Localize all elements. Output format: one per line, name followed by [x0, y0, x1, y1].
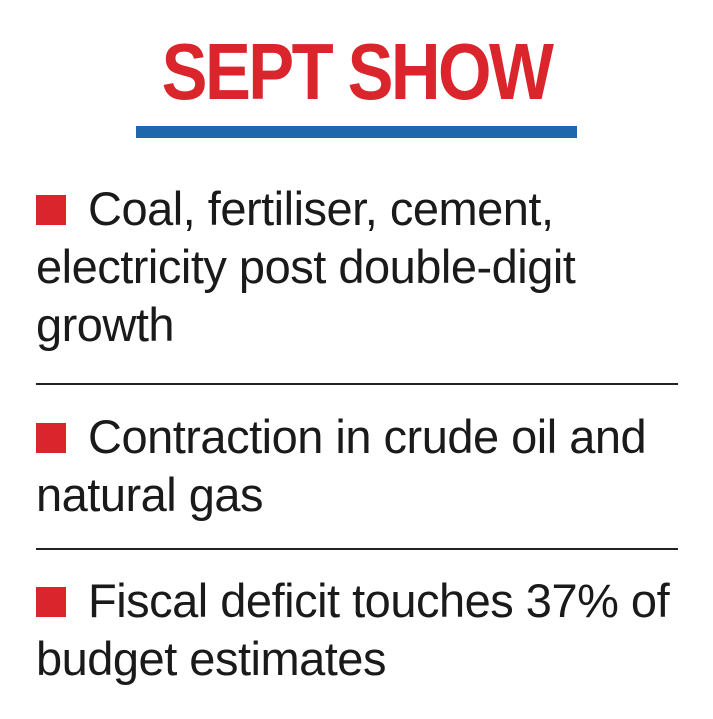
divider-1 — [36, 383, 678, 385]
red-square-icon — [36, 587, 66, 617]
headline-underline — [136, 126, 577, 138]
headline-title: SEPT SHOW — [161, 27, 554, 116]
bullet-text-1: Coal, fertiliser, cement, electricity po… — [36, 182, 576, 351]
divider-2 — [36, 548, 678, 550]
bullet-text-2: Contraction in crude oil and natural gas — [36, 410, 647, 521]
bullet-item-3: Fiscal deficit touches 37% of budget est… — [36, 572, 686, 688]
red-square-icon — [36, 423, 66, 453]
bullet-text-3: Fiscal deficit touches 37% of budget est… — [36, 574, 670, 685]
bullet-item-2: Contraction in crude oil and natural gas — [36, 408, 686, 524]
bullet-item-1: Coal, fertiliser, cement, electricity po… — [36, 180, 686, 354]
red-square-icon — [36, 195, 66, 225]
